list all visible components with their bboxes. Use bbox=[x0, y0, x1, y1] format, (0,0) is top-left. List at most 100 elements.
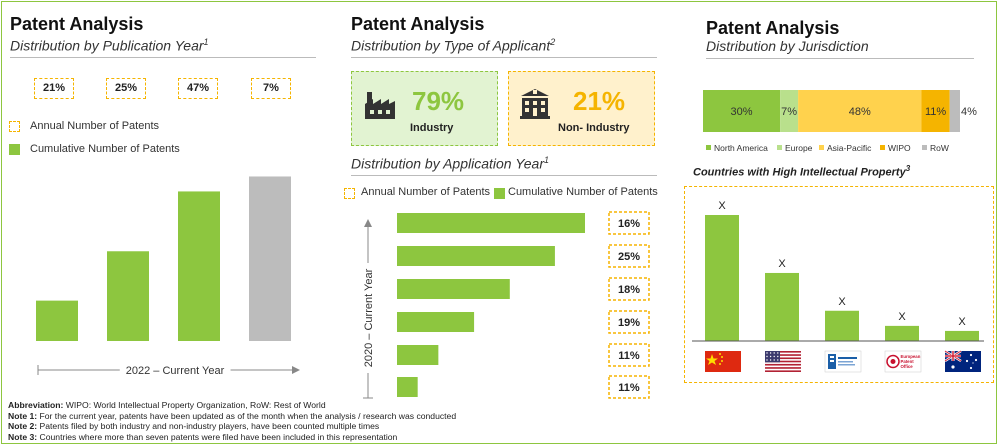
non-industry-card: 21% Non- Industry bbox=[508, 71, 655, 146]
panel1-divider bbox=[10, 57, 316, 58]
application-year-divider bbox=[351, 175, 657, 176]
jurisdiction-label-5: 4% bbox=[961, 106, 977, 118]
jurisdiction-legend-swatch-1 bbox=[706, 145, 711, 150]
application-bar-5 bbox=[397, 345, 439, 365]
panel2-subtitle: Distribution by Type of Applicant2 bbox=[351, 37, 556, 54]
application-growth-box-1 bbox=[608, 211, 650, 235]
legend-annual-swatch bbox=[9, 121, 20, 132]
application-growth-label-4: 19% bbox=[618, 317, 640, 329]
country-bar-1 bbox=[705, 215, 739, 341]
jurisdiction-legend-label-2: Europe bbox=[785, 143, 813, 153]
panel1-subtitle: Distribution by Publication Year1 bbox=[10, 37, 209, 54]
application-growth-label-3: 18% bbox=[618, 284, 640, 296]
publication-growth-label-3: 47% bbox=[178, 78, 218, 99]
countries-box bbox=[684, 186, 994, 383]
jurisdiction-segment-5 bbox=[949, 90, 960, 132]
publication-growth-label-2: 25% bbox=[106, 78, 146, 99]
non-industry-label: Non- Industry bbox=[558, 122, 630, 134]
jurisdiction-segment-4 bbox=[921, 90, 950, 132]
application-bar-1 bbox=[397, 213, 585, 233]
application-growth-label-1: 16% bbox=[618, 218, 640, 230]
legend2-annual-label: Annual Number of Patents bbox=[361, 186, 491, 198]
jurisdiction-legend-label-4: WIPO bbox=[888, 143, 911, 153]
publication-bar-4 bbox=[249, 176, 291, 341]
application-bar-6 bbox=[397, 377, 418, 397]
country-bar-label-5: X bbox=[958, 316, 966, 328]
panel3-subtitle: Distribution by Jurisdiction bbox=[706, 38, 869, 54]
panel2-divider bbox=[351, 57, 657, 58]
jurisdiction-label-3: 48% bbox=[849, 106, 871, 118]
application-growth-box-4 bbox=[608, 310, 650, 334]
wipo-flag-icon bbox=[824, 350, 862, 373]
note-2: Note 2: Patents filed by both industry a… bbox=[8, 421, 380, 431]
publication-axis-label: 2022 – Current Year bbox=[126, 365, 225, 377]
application-growth-box-2 bbox=[608, 244, 650, 268]
application-growth-box-5 bbox=[608, 343, 650, 367]
australia-flag-icon bbox=[944, 349, 981, 372]
legend2-annual-swatch bbox=[344, 188, 355, 199]
industry-value: 79% bbox=[412, 86, 465, 116]
usa-flag-icon bbox=[765, 351, 801, 372]
country-bar-5 bbox=[945, 330, 979, 341]
jurisdiction-legend-swatch-4 bbox=[880, 145, 885, 150]
legend-cumulative-label: Cumulative Number of Patents bbox=[30, 143, 180, 155]
svg-text:Patent: Patent bbox=[901, 359, 915, 364]
application-axis-label: 2020 – Current Year bbox=[363, 268, 375, 367]
country-bar-label-3: X bbox=[838, 296, 846, 308]
application-year-subtitle: Distribution by Application Year1 bbox=[351, 155, 550, 172]
legend2-cumulative-label: Cumulative Number of Patents bbox=[508, 186, 658, 198]
china-flag-icon bbox=[705, 351, 741, 372]
jurisdiction-label-1: 30% bbox=[731, 106, 753, 118]
jurisdiction-legend-label-3: Asia-Pacific bbox=[827, 143, 872, 153]
application-bar-3 bbox=[397, 279, 510, 299]
svg-text:European: European bbox=[901, 354, 921, 359]
building-icon bbox=[520, 89, 550, 119]
publication-year-chart: 2022 – Current Year bbox=[36, 176, 300, 377]
jurisdiction-legend-swatch-3 bbox=[819, 145, 824, 150]
application-growth-box-6 bbox=[608, 375, 650, 399]
publication-growth-label-4: 7% bbox=[251, 78, 291, 99]
publication-bar-2 bbox=[107, 251, 149, 341]
factory-icon bbox=[365, 92, 395, 119]
legend-annual-label: Annual Number of Patents bbox=[30, 120, 160, 132]
publication-axis-arrow bbox=[292, 366, 300, 374]
jurisdiction-label-4: 11% bbox=[925, 106, 946, 118]
legend2-cumulative-swatch bbox=[494, 188, 505, 199]
publication-bar-1 bbox=[36, 300, 78, 341]
application-growth-label-5: 11% bbox=[618, 350, 640, 362]
jurisdiction-legend-swatch-5 bbox=[922, 145, 927, 150]
note-3: Note 3: Countries where more than seven … bbox=[8, 431, 398, 442]
jurisdiction-segment-3 bbox=[798, 90, 922, 132]
countries-title: Countries with High Intellectual Propert… bbox=[693, 164, 911, 179]
jurisdiction-legend-swatch-2 bbox=[777, 145, 782, 150]
application-growth-label-6: 11% bbox=[618, 382, 640, 394]
jurisdiction-segment-2 bbox=[780, 90, 799, 132]
jurisdiction-segment-1 bbox=[703, 90, 781, 132]
application-growth-box-3 bbox=[608, 277, 650, 301]
country-bar-label-2: X bbox=[778, 258, 786, 270]
application-year-chart: 16% 25% 18% 19% 11% 11% 2020 – Current Year bbox=[363, 211, 650, 399]
jurisdiction-legend-label-1: North America bbox=[714, 143, 768, 153]
jurisdiction-label-2: 7% bbox=[781, 106, 797, 118]
panel2-title: Patent Analysis bbox=[351, 14, 485, 34]
panel1-title: Patent Analysis bbox=[10, 14, 144, 34]
publication-bar-3 bbox=[178, 191, 220, 341]
note-1: Note 1: For the current year, patents ha… bbox=[8, 410, 457, 421]
non-industry-value: 21% bbox=[573, 86, 626, 116]
svg-text:Office: Office bbox=[901, 364, 914, 369]
publication-axis-label-bg bbox=[119, 365, 231, 377]
industry-label: Industry bbox=[410, 122, 454, 134]
country-bar-3 bbox=[825, 310, 859, 341]
legend-cumulative-swatch bbox=[9, 144, 20, 155]
jurisdiction-chart: 30% 7% 48% 11% 4% North America Europe Asia-Pac… bbox=[703, 90, 977, 153]
panel3-divider bbox=[706, 58, 974, 59]
country-bar-label-4: X bbox=[898, 311, 906, 323]
country-bar-4 bbox=[885, 325, 919, 341]
footnotes: Abbreviation: WIPO: World Intellectual P… bbox=[8, 400, 993, 442]
application-bar-4 bbox=[397, 312, 475, 332]
application-bar-2 bbox=[397, 246, 555, 266]
country-bar-2 bbox=[765, 272, 799, 341]
